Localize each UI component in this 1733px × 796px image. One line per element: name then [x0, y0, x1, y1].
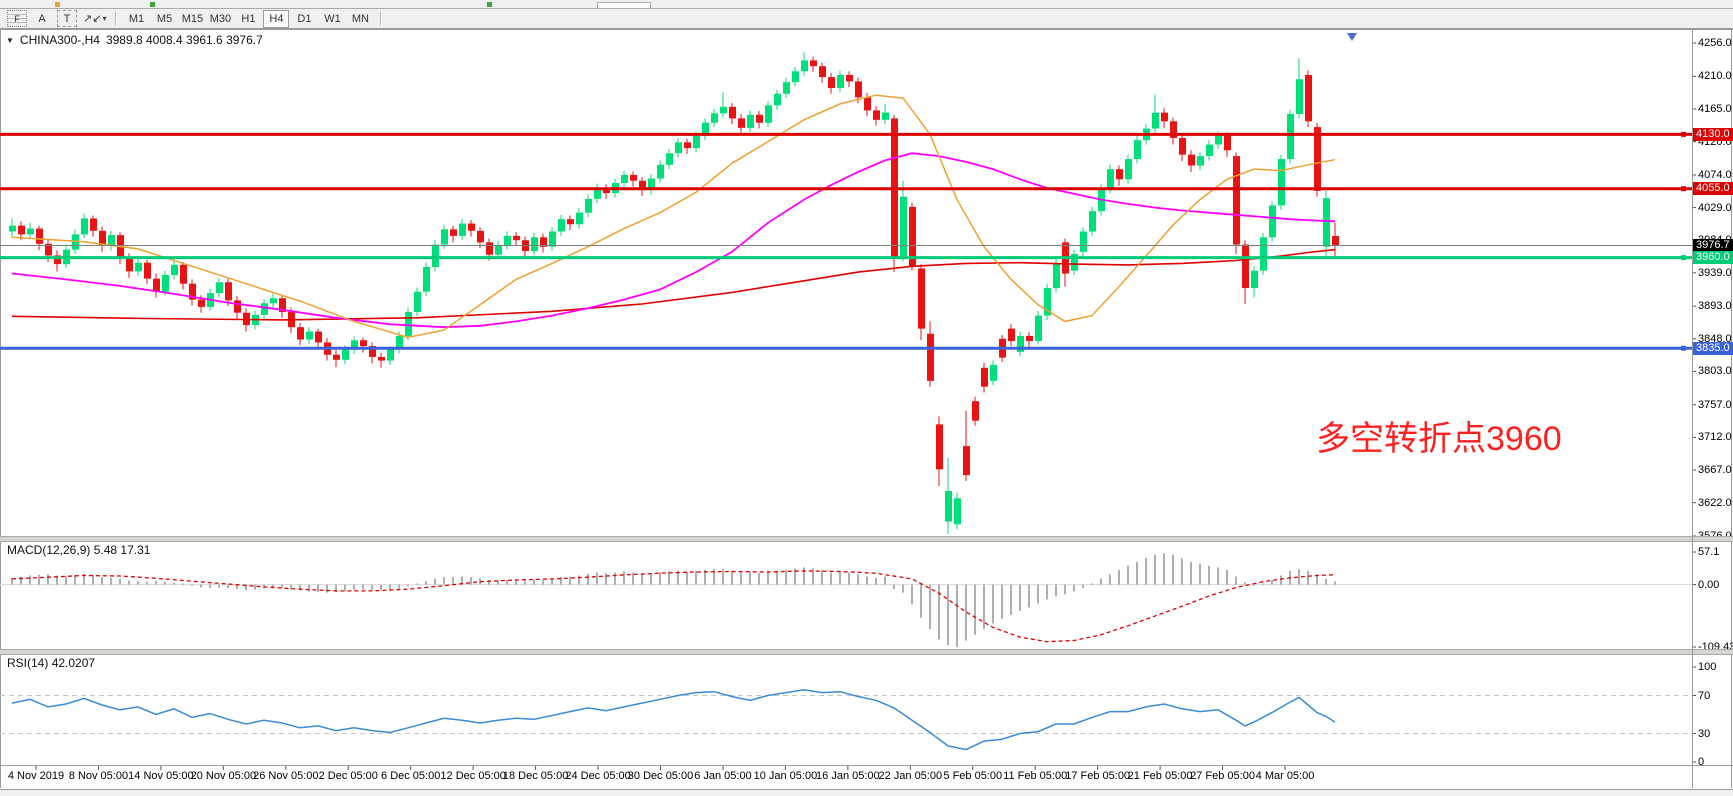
date-axis-label: 5 Feb 05:00	[943, 770, 1003, 782]
chart-border	[0, 29, 1733, 30]
date-axis-label: 6 Dec 05:00	[381, 770, 441, 782]
price-level-chip-3960.0: 3960.0	[1693, 251, 1733, 265]
timeframe-button-m15[interactable]: M15	[181, 12, 204, 25]
timeframe-button-h4[interactable]: H4	[263, 9, 290, 28]
date-axis-label: 10 Jan 05:00	[753, 770, 818, 782]
timeframe-button-mn[interactable]: MN	[351, 12, 369, 25]
rsi-tick-label: 70	[1698, 689, 1711, 702]
date-axis-label: 8 Nov 05:00	[68, 770, 129, 782]
rsi-tick-label: 30	[1698, 727, 1711, 740]
clipped-icon	[55, 2, 60, 7]
clipped-status-bar	[0, 789, 1733, 796]
price-level-chip-3976.7: 3976.7	[1693, 238, 1733, 252]
price-tick-label: 4210.0	[1698, 70, 1732, 83]
rsi-name: RSI(14)	[7, 656, 49, 670]
rsi-values: 42.0207	[51, 656, 96, 670]
date-axis-label: 16 Jan 05:00	[816, 770, 880, 782]
toolbar-separator	[380, 11, 382, 26]
clipped-icon	[150, 2, 155, 7]
panel-separator[interactable]	[0, 649, 1733, 655]
chart-title: ▼ CHINA300-,H4 3989.8 4008.4 3961.6 3976…	[6, 33, 263, 47]
rsi-tick-label: 0	[1698, 756, 1705, 768]
toolbar-separator	[115, 11, 117, 26]
date-axis-label: 6 Jan 05:00	[694, 770, 752, 782]
price-tick-label: 4165.0	[1698, 102, 1732, 115]
price-level-chip-3835.0: 3835.0	[1693, 341, 1733, 355]
date-axis-label: 27 Feb 05:00	[1190, 770, 1255, 782]
chart-border	[1731, 29, 1732, 788]
rsi-tick-label: 100	[1698, 661, 1717, 673]
timeframe-button-d1[interactable]: D1	[297, 12, 312, 25]
price-tick-label: 3667.0	[1698, 464, 1732, 477]
date-axis-label: 30 Dec 05:00	[627, 770, 694, 782]
date-axis-label: 4 Nov 2019	[7, 770, 65, 782]
chart-border	[0, 29, 1, 788]
ohlc-values: 3989.8 4008.4 3961.6 3976.7	[105, 33, 263, 47]
chinese-annotation-text: 多空转折点3960	[1316, 420, 1562, 458]
date-axis-label: 11 Feb 05:00	[1003, 770, 1068, 782]
date-axis-label: 2 Dec 05:00	[318, 770, 378, 782]
panel-separator[interactable]	[0, 536, 1733, 542]
date-axis-label: 26 Nov 05:00	[253, 770, 319, 782]
date-axis-border	[0, 765, 1733, 766]
text-tool[interactable]: A	[38, 12, 46, 25]
clipped-toolbar-row	[0, 0, 1733, 9]
macd-tick-label: 0.00	[1698, 578, 1720, 591]
line-studies-tools: F A T ↗↙ ▾	[4, 10, 109, 27]
price-tick-label: 4074.0	[1698, 168, 1732, 181]
macd-values: 5.48 17.31	[93, 543, 151, 557]
date-axis-label: 14 Nov 05:00	[128, 770, 194, 782]
arrows-tool[interactable]: ↗↙ ▾	[83, 12, 107, 25]
timeframe-button-m30[interactable]: M30	[209, 12, 232, 25]
date-axis-label: 22 Jan 05:00	[878, 770, 943, 782]
macd-name: MACD(12,26,9)	[7, 543, 91, 557]
date-axis-label: 24 Dec 05:00	[565, 770, 631, 782]
symbol-period-label: CHINA300-,H4	[19, 33, 100, 47]
date-axis-label: 17 Feb 05:00	[1065, 770, 1131, 782]
timeframe-button-m1[interactable]: M1	[128, 12, 145, 25]
clipped-dropdown	[597, 2, 651, 9]
timeframe-button-h1[interactable]: H1	[241, 12, 256, 25]
price-tick-label: 4256.0	[1698, 37, 1732, 49]
timeframe-button-m5[interactable]: M5	[156, 12, 173, 25]
price-tick-label: 4029.0	[1698, 201, 1732, 214]
fibonacci-tool[interactable]: F	[7, 10, 27, 27]
timeframe-button-w1[interactable]: W1	[324, 12, 341, 25]
dropdown-caret-icon[interactable]: ▾	[102, 13, 107, 23]
date-axis-label: 18 Dec 05:00	[502, 770, 569, 782]
macd-tick-label: 57.1	[1698, 546, 1720, 559]
label-tool[interactable]: T	[57, 10, 77, 27]
price-tick-label: 3893.0	[1698, 300, 1732, 313]
chart-dropdown-icon[interactable]: ▼	[6, 35, 14, 45]
price-tick-label: 3939.0	[1698, 266, 1732, 279]
price-tick-label: 3712.0	[1698, 431, 1732, 444]
macd-indicator-label: MACD(12,26,9) 5.48 17.31	[7, 543, 150, 557]
line-studies-and-period-toolbar: F A T ↗↙ ▾ M1 M5 M15 M30 H1 H4 D1 W1 MN	[0, 9, 1733, 29]
price-level-chip-4055.0: 4055.0	[1693, 182, 1733, 196]
clipped-icon	[487, 2, 492, 7]
date-axis-label: 12 Dec 05:00	[440, 770, 506, 782]
date-axis-label: 4 Mar 05:00	[1255, 770, 1315, 782]
rsi-indicator-label: RSI(14) 42.0207	[7, 656, 95, 670]
date-axis-label: 20 Nov 05:00	[190, 770, 257, 782]
date-axis-label: 21 Feb 05:00	[1127, 770, 1193, 782]
price-tick-label: 3803.0	[1698, 365, 1732, 378]
price-tick-label: 3757.0	[1698, 398, 1732, 411]
axis-divider	[1692, 29, 1693, 788]
timeframe-buttons: M1 M5 M15 M30 H1 H4 D1 W1 MN	[122, 9, 374, 28]
price-tick-label: 3622.0	[1698, 496, 1732, 509]
price-level-chip-4130.0: 4130.0	[1693, 127, 1733, 141]
